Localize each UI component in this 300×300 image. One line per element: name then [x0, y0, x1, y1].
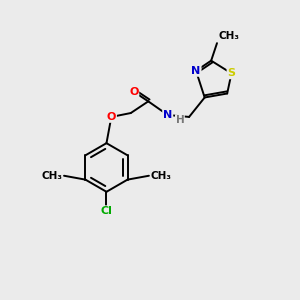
Text: CH₃: CH₃ [41, 171, 62, 181]
Text: CH₃: CH₃ [151, 171, 172, 181]
Text: S: S [227, 68, 236, 78]
Text: O: O [106, 112, 116, 122]
Text: N: N [191, 66, 201, 76]
Text: H: H [176, 115, 184, 125]
Text: O: O [129, 87, 138, 97]
Text: Cl: Cl [100, 206, 112, 216]
Text: N: N [163, 110, 172, 120]
Text: CH₃: CH₃ [219, 31, 240, 41]
